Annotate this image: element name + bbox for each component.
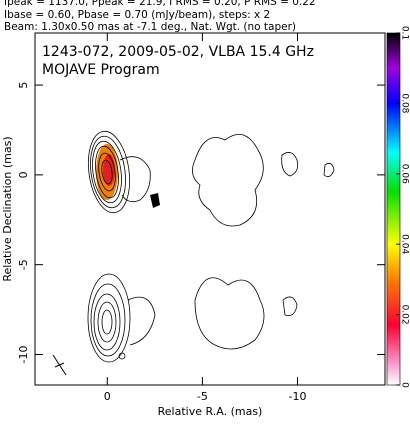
- colorbar-tick-label: 0.04: [400, 234, 410, 254]
- x-tick-label: 0: [104, 390, 111, 403]
- colorbar: [386, 32, 401, 386]
- contours: [52, 130, 335, 376]
- y-tick-label: 5: [17, 82, 30, 89]
- header-line: Beam: 1.30x0.50 mas at -7.1 deg., Nat. W…: [4, 21, 296, 33]
- colorbar-tick-label: 0.06: [400, 164, 410, 184]
- y-tick-label: -5: [17, 259, 30, 270]
- plot-subtitle: MOJAVE Program: [42, 62, 160, 78]
- colorbar-tick-label: 0.1: [400, 26, 410, 40]
- header-line: Ibase = 0.60, Pbase = 0.70 (mJy/beam), s…: [4, 9, 270, 21]
- y-tick-label: -10: [17, 345, 30, 363]
- plot-frame: [34, 32, 386, 386]
- y-tick-label: 0: [17, 171, 30, 178]
- x-tick-label: -10: [289, 390, 307, 403]
- colorbar-tick-label: 0.02: [400, 305, 410, 325]
- colorbar-tick-label: 0.08: [400, 93, 410, 113]
- header-line: Ipeak = 1137.0, Ppeak = 21.9, I RMS = 0.…: [4, 0, 316, 8]
- y-axis-label: Relative Declination (mas): [1, 136, 14, 281]
- x-tick-label: -5: [197, 390, 208, 403]
- x-axis-label: Relative R.A. (mas): [158, 405, 263, 418]
- plot-title: 1243-072, 2009-05-02, VLBA 15.4 GHz: [42, 44, 314, 60]
- colorbar-tick-label: 0: [400, 382, 410, 388]
